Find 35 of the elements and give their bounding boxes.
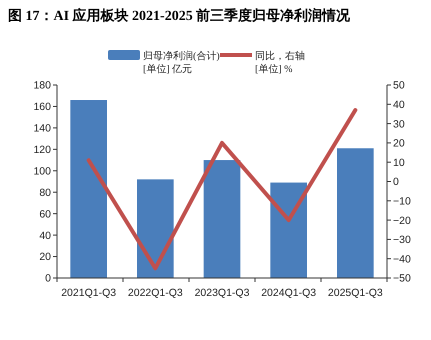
y2-tick-label: −30	[393, 234, 411, 246]
y-tick-label: 20	[39, 251, 52, 264]
y2-tick-label: −10	[393, 195, 411, 208]
bar	[270, 182, 307, 278]
y2-tick-label: 40	[393, 98, 405, 111]
y-tick-label: 40	[39, 230, 52, 242]
y-tick-label: 120	[33, 144, 52, 156]
chart-title: 图 17：AI 应用板块 2021-2025 前三季度归母净利润情况	[8, 7, 352, 24]
x-tick-label: 2021Q1-Q3	[61, 287, 116, 299]
x-tick-label: 2024Q1-Q3	[261, 287, 316, 299]
y-tick-label: 100	[33, 165, 52, 178]
bar	[70, 100, 107, 278]
bar	[337, 148, 374, 278]
legend-label: 同比，右轴 [单位] %	[255, 50, 305, 75]
line-series	[86, 108, 358, 270]
y2-tick-label: 50	[393, 80, 405, 92]
x-tick-label: 2022Q1-Q3	[128, 287, 183, 299]
y-tick-label: 140	[33, 122, 52, 135]
y-tick-label: 180	[33, 80, 52, 92]
y2-tick-label: 30	[393, 118, 405, 130]
x-tick-label: 2023Q1-Q3	[194, 287, 250, 299]
y2-tick-label: −50	[393, 272, 411, 285]
y2-tick-label: 0	[393, 176, 399, 188]
y-tick-label: 80	[39, 186, 52, 199]
bar	[137, 179, 174, 278]
y-tick-label: 60	[39, 208, 52, 220]
y-tick-label: 0	[45, 272, 52, 285]
y2-tick-label: −40	[393, 253, 411, 266]
bar	[204, 160, 240, 278]
legend-label: 归母净利润(合计) [单位] 亿元	[143, 50, 220, 75]
y-tick-label: 160	[33, 101, 52, 114]
y2-tick-label: 20	[393, 138, 405, 150]
y2-tick-label: −20	[393, 214, 411, 227]
x-tick-label: 2025Q1-Q3	[328, 287, 383, 299]
y2-tick-label: 10	[393, 156, 405, 169]
